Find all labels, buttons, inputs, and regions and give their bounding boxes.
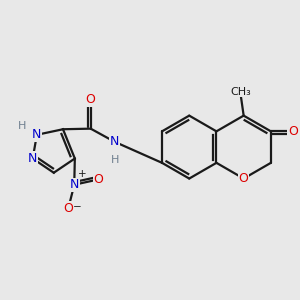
Text: O: O (86, 93, 96, 106)
Text: O: O (239, 172, 249, 185)
Text: O: O (288, 125, 298, 138)
Text: O: O (64, 202, 74, 214)
Text: N: N (28, 152, 38, 165)
Text: H: H (110, 155, 119, 165)
Text: O: O (93, 173, 103, 186)
Text: CH₃: CH₃ (230, 87, 251, 97)
Text: H: H (17, 121, 26, 131)
Text: N: N (32, 128, 42, 141)
Text: +: + (78, 169, 87, 179)
Text: −: − (73, 202, 82, 212)
Text: N: N (70, 178, 79, 191)
Text: N: N (110, 135, 119, 148)
